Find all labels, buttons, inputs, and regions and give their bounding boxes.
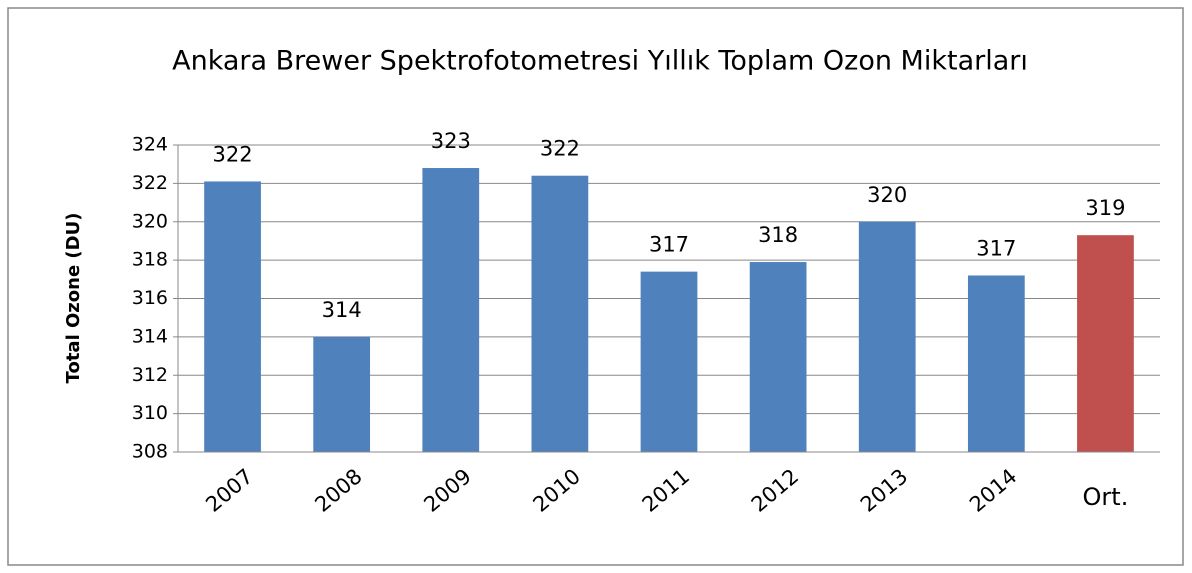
y-tick-label: 308: [132, 441, 168, 463]
bar: [313, 336, 371, 452]
bar: [749, 262, 807, 452]
x-tick-label: Ort.: [1083, 483, 1129, 511]
bar: [422, 168, 480, 452]
value-label: 317: [976, 236, 1016, 260]
y-tick-label: 318: [132, 249, 168, 271]
y-tick-label: 314: [132, 325, 168, 347]
bar: [204, 181, 261, 453]
value-label: 320: [867, 183, 907, 207]
y-tick-label: 312: [132, 364, 168, 386]
y-tick-label: 316: [132, 287, 168, 309]
bar: [967, 275, 1025, 452]
y-tick-label: 324: [132, 134, 168, 156]
value-label: 314: [322, 298, 362, 322]
value-label: 317: [649, 233, 689, 257]
y-tick-label: 310: [132, 402, 168, 424]
chart-title: Ankara Brewer Spektrofotometresi Yıllık …: [172, 46, 1028, 77]
value-label: 323: [431, 129, 471, 153]
value-label: 322: [213, 142, 253, 166]
y-tick-label: 320: [132, 210, 168, 232]
value-label: 319: [1085, 196, 1125, 220]
bar: [858, 221, 916, 452]
value-label: 318: [758, 223, 798, 247]
value-label: 322: [540, 137, 580, 161]
bar: [531, 175, 589, 452]
y-axis-label: Total Ozone (DU): [63, 213, 84, 384]
y-tick-label: 322: [132, 172, 168, 194]
bar: [640, 271, 698, 452]
bar: [1077, 235, 1134, 452]
